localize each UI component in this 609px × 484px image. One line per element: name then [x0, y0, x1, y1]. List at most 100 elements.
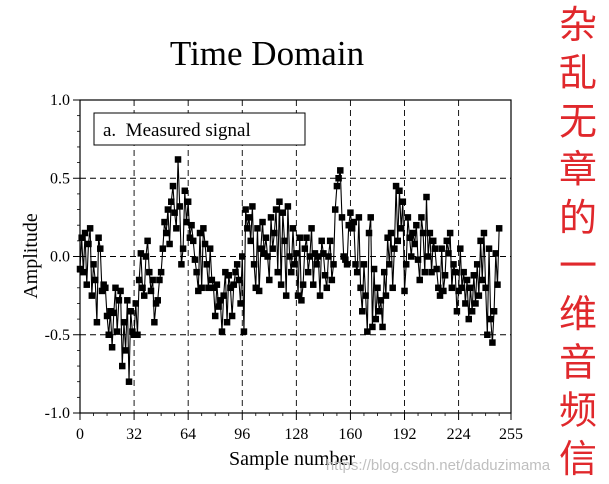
- data-point: [308, 225, 315, 232]
- data-point: [379, 323, 386, 331]
- data-point: [326, 237, 334, 245]
- data-point: [291, 261, 298, 268]
- data-point: [453, 308, 461, 315]
- data-point: [316, 292, 324, 299]
- data-point: [272, 206, 280, 213]
- data-point: [337, 167, 344, 174]
- data-point: [88, 292, 96, 299]
- data-point: [460, 268, 467, 276]
- data-point: [284, 203, 292, 210]
- data-point: [467, 284, 474, 292]
- x-tick-label: 64: [180, 426, 196, 443]
- data-point: [430, 237, 437, 245]
- data-point: [382, 292, 390, 299]
- side-caption-char: 维: [559, 292, 597, 336]
- data-point: [266, 276, 273, 284]
- data-point: [487, 315, 494, 323]
- axis-ticks: [73, 99, 512, 420]
- data-point: [115, 297, 123, 304]
- data-point: [281, 237, 288, 245]
- data-point: [225, 272, 232, 279]
- data-point: [389, 284, 396, 292]
- data-point: [423, 193, 430, 201]
- data-point: [134, 331, 141, 338]
- data-point: [352, 261, 359, 268]
- data-point: [384, 234, 391, 241]
- data-point: [188, 221, 195, 229]
- data-point: [473, 261, 481, 268]
- data-point: [159, 245, 167, 252]
- data-point: [397, 225, 405, 232]
- data-point: [173, 225, 180, 232]
- data-point: [103, 312, 111, 320]
- data-point: [408, 253, 415, 260]
- data-point: [107, 308, 114, 315]
- data-point: [90, 261, 97, 268]
- data-point: [402, 261, 410, 268]
- annotation-text: a. Measured signal: [103, 120, 251, 141]
- data-point: [242, 206, 249, 213]
- data-point: [235, 276, 243, 284]
- data-point: [137, 250, 145, 257]
- side-caption-char: 信: [559, 437, 597, 481]
- data-point: [298, 297, 305, 304]
- chart-title: Time Domain: [170, 34, 364, 73]
- data-point: [380, 268, 388, 276]
- data-point: [127, 308, 134, 315]
- data-point: [95, 234, 102, 241]
- data-point: [119, 362, 126, 370]
- data-point: [166, 240, 173, 248]
- data-point: [450, 261, 457, 268]
- annotation-box: [93, 112, 306, 146]
- data-point: [244, 225, 251, 232]
- data-point: [477, 237, 484, 245]
- y-tick-label: -1.0: [45, 405, 70, 422]
- data-point: [433, 265, 440, 273]
- data-point: [323, 284, 331, 292]
- data-point: [112, 284, 119, 292]
- data-point: [78, 234, 85, 241]
- data-point: [102, 284, 109, 292]
- data-point: [245, 214, 253, 221]
- data-point: [240, 328, 248, 335]
- data-point: [357, 284, 364, 292]
- data-point: [232, 268, 239, 276]
- data-point: [117, 287, 124, 295]
- watermark: https://blog.csdn.net/daduzimama: [326, 457, 551, 474]
- data-point: [250, 261, 258, 268]
- data-point: [237, 300, 244, 307]
- data-point: [262, 234, 270, 241]
- data-point: [157, 268, 165, 276]
- data-point: [135, 276, 143, 284]
- data-point: [125, 378, 133, 385]
- data-point: [406, 234, 413, 241]
- data-point: [220, 292, 227, 299]
- data-point: [162, 229, 170, 237]
- y-tick-label: 1.0: [50, 92, 70, 109]
- data-point: [451, 268, 459, 276]
- data-point: [142, 253, 150, 260]
- data-point: [98, 287, 106, 295]
- x-tick-label: 224: [447, 426, 471, 443]
- data-point: [360, 261, 368, 268]
- data-point: [377, 297, 385, 304]
- data-point: [462, 300, 469, 307]
- data-point: [441, 272, 449, 279]
- data-point: [93, 318, 101, 326]
- data-point: [348, 225, 356, 232]
- data-point: [445, 250, 452, 257]
- x-tick-labels: 0 32 64 96 128 160 192 224 255: [76, 426, 523, 443]
- data-point: [203, 261, 211, 268]
- data-point: [239, 253, 246, 260]
- data-point: [144, 237, 151, 245]
- data-point: [440, 287, 447, 295]
- data-point: [374, 284, 381, 292]
- data-point: [288, 268, 295, 276]
- data-point: [479, 276, 486, 284]
- data-point: [211, 312, 219, 320]
- data-point: [260, 250, 268, 257]
- data-point: [151, 318, 158, 326]
- data-point: [139, 284, 146, 292]
- data-point: [367, 214, 374, 221]
